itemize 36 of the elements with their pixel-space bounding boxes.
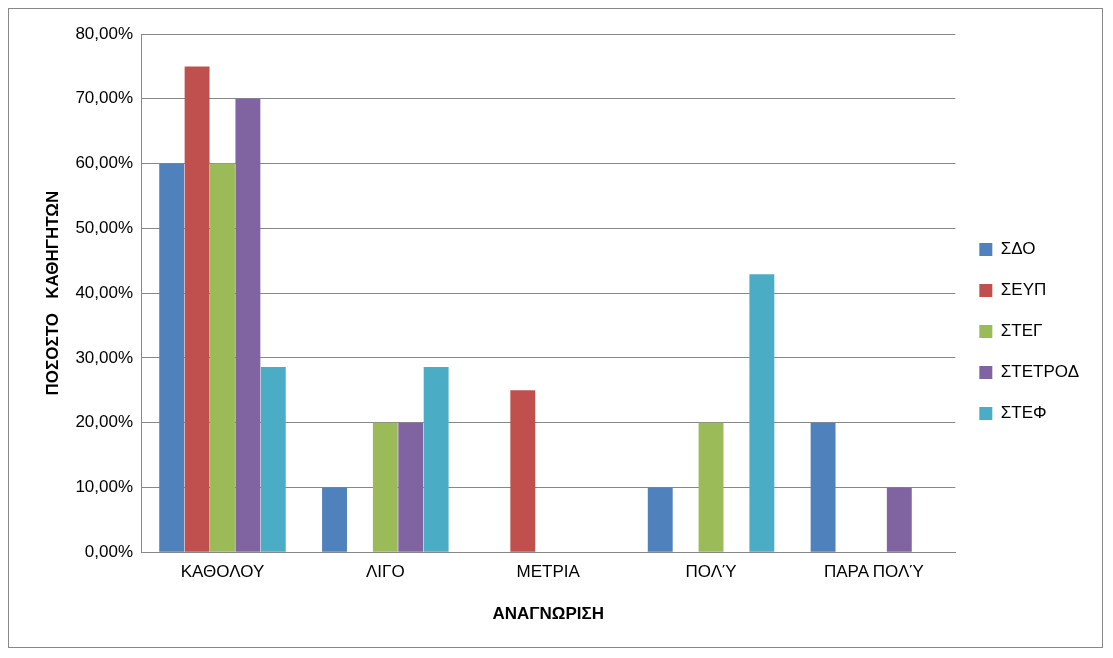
x-tick-label: ΚΑΘΟΛΟΥ [180,562,265,582]
bar [372,422,398,552]
bar [647,487,673,552]
y-tick-label: 30,00% [75,347,134,367]
bar [235,98,261,552]
legend-label: ΣΤΕΤΡΟΔ [1000,362,1080,382]
x-axis-title: ΑΝΑΓΝΩΡΙΣΗ [492,604,604,624]
bar [698,422,724,552]
legend-label: ΣΔΟ [1000,239,1036,259]
bar [210,163,235,552]
y-tick-label: 80,00% [75,23,134,43]
bar [184,66,210,552]
legend-label: ΣΤΕΦ [1000,403,1047,423]
y-tick-label: 70,00% [75,88,134,108]
y-tick-label: 60,00% [75,153,134,173]
bar [260,366,286,552]
bar [398,422,424,552]
bar [749,274,775,552]
x-tick-label: ΠΟΛΎ [685,562,738,582]
x-tick-label: ΛΙΓΟ [366,562,405,582]
bar [886,487,912,552]
bar [510,390,536,552]
bar [159,163,185,552]
y-tick-label: 10,00% [75,477,134,497]
y-tick-label: 20,00% [75,412,134,432]
y-tick-label: 50,00% [75,218,134,238]
bar [423,366,449,552]
y-axis-title: ΠΟΣΟΣΤΟ ΚΑΘΗΓΗΤΩΝ [42,190,62,396]
y-tick-label: 40,00% [75,282,134,302]
y-tick-label: 0,00% [84,541,134,561]
legend-label: ΣΕΥΠ [1000,280,1047,300]
x-tick-label: ΜΕΤΡΙΑ [516,562,581,582]
bar [810,422,836,552]
x-tick-label: ΠΑΡΑ ΠΟΛΎ [823,562,925,582]
legend-label: ΣΤΕΓ [1000,321,1043,341]
bar [322,487,347,552]
